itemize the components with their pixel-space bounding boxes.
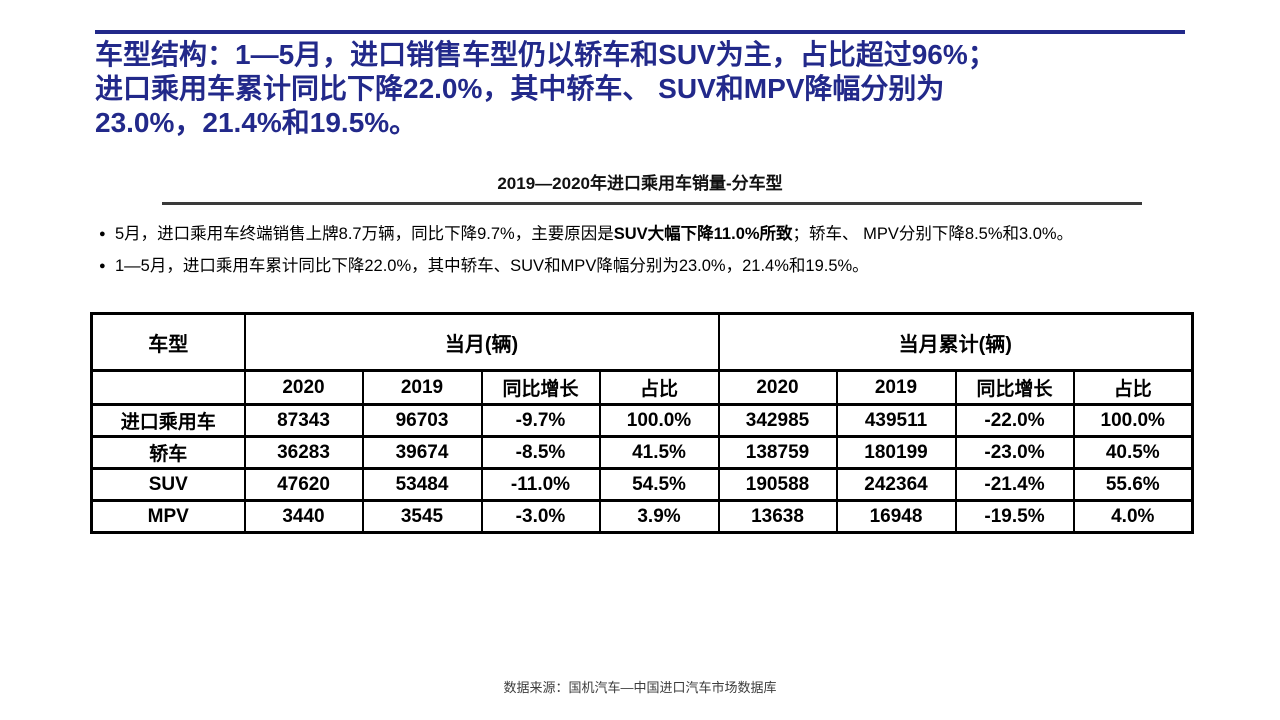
cell: 100.0% bbox=[598, 403, 720, 438]
cell: 3545 bbox=[361, 499, 483, 534]
cell: 96703 bbox=[361, 403, 483, 438]
cell: 47620 bbox=[243, 467, 364, 502]
header-current-month: 当月(辆) bbox=[243, 312, 720, 372]
slide-title: 车型结构：1—5月，进口销售车型仍以轿车和SUV为主，占比超过96%； 进口乘用… bbox=[95, 38, 1195, 140]
cell: 138759 bbox=[717, 435, 838, 470]
subheader-cm-2020: 2020 bbox=[243, 369, 364, 406]
table-subheader-row: 2020 2019 同比增长 占比 2020 2019 同比增长 占比 bbox=[90, 369, 1194, 406]
sales-data-table: 车型 当月(辆) 当月累计(辆) 2020 2019 同比增长 占比 2020 … bbox=[90, 312, 1194, 534]
subheader-cm-2019: 2019 bbox=[361, 369, 483, 406]
cell: 3440 bbox=[243, 499, 364, 534]
cell: 54.5% bbox=[598, 467, 720, 502]
cell: 439511 bbox=[835, 403, 957, 438]
section-heading-underline bbox=[162, 202, 1142, 205]
cell: 180199 bbox=[835, 435, 957, 470]
subheader-cm-share: 占比 bbox=[598, 369, 720, 406]
subheader-cum-2020: 2020 bbox=[717, 369, 838, 406]
table-row-mpv: MPV 3440 3545 -3.0% 3.9% 13638 16948 -19… bbox=[90, 499, 1194, 534]
slide-title-line-2: 进口乘用车累计同比下降22.0%，其中轿车、 SUV和MPV降幅分别为 bbox=[95, 73, 945, 104]
cell: -3.0% bbox=[480, 499, 601, 534]
header-cumulative: 当月累计(辆) bbox=[717, 312, 1194, 372]
cell: 13638 bbox=[717, 499, 838, 534]
cell: 55.6% bbox=[1072, 467, 1194, 502]
bullet-item-2: ● 1—5月，进口乘用车累计同比下降22.0%，其中轿车、SUV和MPV降幅分别… bbox=[99, 250, 1185, 282]
cell: -23.0% bbox=[954, 435, 1075, 470]
cell: -8.5% bbox=[480, 435, 601, 470]
bullet-dot-icon: ● bbox=[99, 260, 106, 272]
cell: 41.5% bbox=[598, 435, 720, 470]
cell: -22.0% bbox=[954, 403, 1075, 438]
subheader-cm-yoy: 同比增长 bbox=[480, 369, 601, 406]
header-vehicle-type: 车型 bbox=[90, 312, 246, 372]
bullet-1-post: ；轿车、 MPV分别下降8.5%和3.0%。 bbox=[792, 225, 1074, 243]
cell: -9.7% bbox=[480, 403, 601, 438]
cell: 53484 bbox=[361, 467, 483, 502]
row-label: SUV bbox=[90, 467, 246, 502]
slide-title-line-1: 车型结构：1—5月，进口销售车型仍以轿车和SUV为主，占比超过96%； bbox=[95, 39, 996, 70]
section-heading: 2019—2020年进口乘用车销量-分车型 bbox=[497, 174, 783, 193]
table-row-sedan: 轿车 36283 39674 -8.5% 41.5% 138759 180199… bbox=[90, 435, 1194, 470]
row-label: 轿车 bbox=[90, 435, 246, 470]
bullet-list: ● 5月，进口乘用车终端销售上牌8.7万辆，同比下降9.7%，主要原因是SUV大… bbox=[99, 218, 1185, 282]
cell: 100.0% bbox=[1072, 403, 1194, 438]
cell: -19.5% bbox=[954, 499, 1075, 534]
subheader-cum-yoy: 同比增长 bbox=[954, 369, 1075, 406]
bullet-item-1-text: 5月，进口乘用车终端销售上牌8.7万辆，同比下降9.7%，主要原因是SUV大幅下… bbox=[115, 218, 1185, 250]
bullet-1-pre: 5月，进口乘用车终端销售上牌8.7万辆，同比下降9.7%，主要原因是 bbox=[115, 225, 614, 243]
subheader-cum-2019: 2019 bbox=[835, 369, 957, 406]
data-source-note: 数据来源：国机汽车—中国进口汽车市场数据库 bbox=[503, 680, 777, 695]
row-label: MPV bbox=[90, 499, 246, 534]
subheader-spacer-cell bbox=[90, 369, 246, 406]
table-row-suv: SUV 47620 53484 -11.0% 54.5% 190588 2423… bbox=[90, 467, 1194, 502]
cell: -21.4% bbox=[954, 467, 1075, 502]
cell: 87343 bbox=[243, 403, 364, 438]
bullet-1-bold: SUV大幅下降11.0%所致 bbox=[613, 225, 793, 243]
bullet-dot-icon: ● bbox=[99, 228, 106, 240]
cell: 342985 bbox=[717, 403, 838, 438]
row-label: 进口乘用车 bbox=[90, 403, 246, 438]
subheader-cum-share: 占比 bbox=[1072, 369, 1194, 406]
table-header-group-row: 车型 当月(辆) 当月累计(辆) bbox=[90, 312, 1194, 372]
bullet-item-1: ● 5月，进口乘用车终端销售上牌8.7万辆，同比下降9.7%，主要原因是SUV大… bbox=[99, 218, 1185, 250]
cell: 39674 bbox=[361, 435, 483, 470]
cell: 36283 bbox=[243, 435, 364, 470]
cell: 16948 bbox=[835, 499, 957, 534]
title-accent-rule bbox=[95, 30, 1185, 34]
cell: 4.0% bbox=[1072, 499, 1194, 534]
cell: 190588 bbox=[717, 467, 838, 502]
bullet-item-2-text: 1—5月，进口乘用车累计同比下降22.0%，其中轿车、SUV和MPV降幅分别为2… bbox=[115, 257, 869, 275]
table-row-imported-pv: 进口乘用车 87343 96703 -9.7% 100.0% 342985 43… bbox=[90, 403, 1194, 438]
slide-title-line-3: 23.0%，21.4%和19.5%。 bbox=[95, 107, 418, 138]
cell: 40.5% bbox=[1072, 435, 1194, 470]
cell: -11.0% bbox=[480, 467, 601, 502]
cell: 3.9% bbox=[598, 499, 720, 534]
cell: 242364 bbox=[835, 467, 957, 502]
